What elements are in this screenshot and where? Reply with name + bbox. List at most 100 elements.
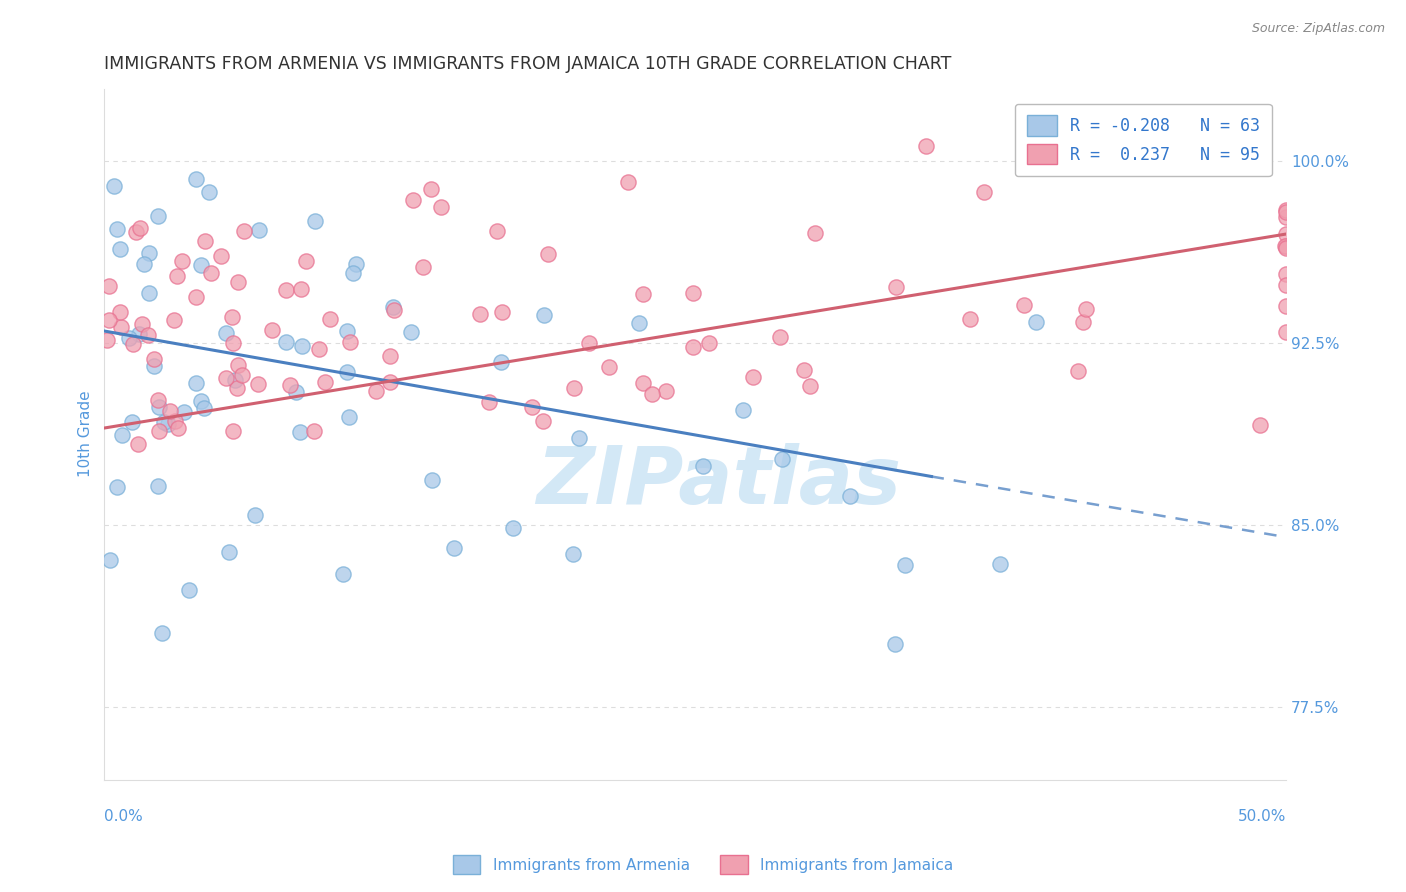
Point — [990, 557, 1012, 571]
Point — [159, 404, 181, 418]
Point — [243, 508, 266, 522]
Point — [1275, 205, 1298, 219]
Point — [631, 376, 654, 391]
Point — [103, 179, 125, 194]
Point — [138, 285, 160, 300]
Point — [1022, 803, 1045, 817]
Point — [339, 334, 361, 349]
Point — [332, 566, 354, 581]
Point — [793, 363, 815, 377]
Point — [628, 317, 651, 331]
Point — [190, 394, 212, 409]
Point — [186, 172, 208, 186]
Point — [1249, 418, 1271, 433]
Point — [166, 268, 188, 283]
Point — [489, 354, 512, 368]
Point — [143, 359, 166, 374]
Point — [278, 378, 301, 392]
Point — [382, 301, 405, 315]
Point — [692, 459, 714, 474]
Point — [129, 221, 152, 235]
Point — [537, 247, 560, 261]
Point — [562, 547, 585, 561]
Point — [302, 424, 325, 438]
Point — [430, 200, 453, 214]
Point — [221, 335, 243, 350]
Point — [246, 377, 269, 392]
Point — [616, 175, 638, 189]
Point — [274, 335, 297, 350]
Point — [193, 234, 215, 248]
Point — [224, 373, 246, 387]
Point — [221, 424, 243, 438]
Point — [631, 287, 654, 301]
Point — [1275, 241, 1298, 255]
Point — [893, 558, 915, 572]
Point — [225, 381, 247, 395]
Point — [682, 340, 704, 354]
Point — [285, 385, 308, 400]
Point — [412, 260, 434, 274]
Point — [531, 414, 554, 428]
Point — [163, 313, 186, 327]
Point — [336, 365, 359, 379]
Point — [682, 286, 704, 301]
Point — [247, 222, 270, 236]
Text: 50.0%: 50.0% — [1237, 809, 1286, 823]
Point — [1275, 326, 1298, 340]
Point — [291, 339, 314, 353]
Point — [520, 401, 543, 415]
Point — [148, 479, 170, 493]
Point — [152, 415, 174, 429]
Point — [742, 370, 765, 384]
Point — [136, 328, 159, 343]
Point — [97, 313, 120, 327]
Point — [221, 310, 243, 325]
Point — [1025, 315, 1047, 329]
Point — [1071, 315, 1094, 329]
Point — [110, 242, 132, 256]
Point — [127, 437, 149, 451]
Point — [443, 541, 465, 556]
Point — [1275, 268, 1298, 282]
Point — [218, 545, 240, 559]
Point — [184, 290, 207, 304]
Point — [163, 414, 186, 428]
Point — [96, 333, 118, 347]
Point — [319, 312, 342, 326]
Point — [378, 376, 401, 390]
Point — [420, 182, 443, 196]
Point — [598, 359, 620, 374]
Text: Source: ZipAtlas.com: Source: ZipAtlas.com — [1251, 22, 1385, 36]
Text: IMMIGRANTS FROM ARMENIA VS IMMIGRANTS FROM JAMAICA 10TH GRADE CORRELATION CHART: IMMIGRANTS FROM ARMENIA VS IMMIGRANTS FR… — [104, 55, 952, 73]
Point — [215, 326, 238, 340]
Point — [209, 249, 232, 263]
Text: 0.0%: 0.0% — [104, 809, 143, 823]
Point — [134, 257, 156, 271]
Point — [295, 254, 318, 268]
Point — [111, 427, 134, 442]
Point — [378, 349, 401, 363]
Point — [105, 480, 128, 494]
Point — [233, 224, 256, 238]
Point — [884, 637, 907, 651]
Point — [959, 311, 981, 326]
Point — [578, 335, 600, 350]
Point — [108, 305, 131, 319]
Point — [562, 381, 585, 395]
Point — [146, 209, 169, 223]
Point — [491, 305, 513, 319]
Point — [337, 409, 360, 424]
Legend: Immigrants from Armenia, Immigrants from Jamaica: Immigrants from Armenia, Immigrants from… — [447, 849, 959, 880]
Point — [1076, 301, 1098, 316]
Point — [641, 387, 664, 401]
Point — [173, 405, 195, 419]
Point — [231, 368, 253, 382]
Point — [288, 425, 311, 440]
Point — [420, 473, 443, 487]
Point — [314, 375, 336, 389]
Point — [172, 253, 194, 268]
Point — [804, 226, 827, 240]
Point — [138, 246, 160, 260]
Point — [915, 139, 938, 153]
